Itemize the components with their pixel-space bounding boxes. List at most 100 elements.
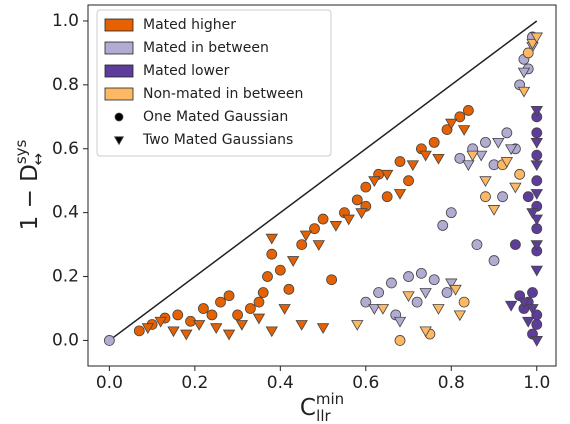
x-tick-label: 0.4 [267,373,294,393]
point [141,323,155,334]
y-tick-label: 0.8 [52,75,79,95]
point [415,267,427,279]
y-tick-label: 0.4 [52,203,79,223]
point [530,265,543,277]
point [386,277,397,289]
point [278,304,291,315]
point [295,320,308,331]
point [531,149,543,161]
point [419,288,432,299]
point [530,106,543,117]
point [526,304,539,315]
point [317,213,329,225]
point [428,274,440,286]
point [232,309,243,321]
point [492,137,505,149]
point [441,124,453,135]
diagonal-line [108,20,538,342]
point [517,297,531,309]
point [526,38,539,50]
point [257,287,269,298]
point [283,283,295,295]
point [466,150,479,162]
legend-marker [113,136,125,146]
point [522,47,534,59]
point [403,175,414,187]
x-axis-label: Cmin llr [300,390,344,424]
point [517,86,531,98]
point [504,300,518,312]
point [471,239,483,251]
point [530,137,543,149]
point [488,255,500,266]
point [312,240,325,251]
point [253,296,265,308]
point [497,191,508,203]
point [360,296,372,308]
point [342,214,355,226]
x-tick-label: 1.0 [523,373,550,393]
point [441,287,453,298]
x-tick-label: 0.2 [181,373,208,393]
point [393,316,407,328]
y-axis-label: 1 − Dsys↔ [12,139,47,230]
point [167,326,180,338]
point [394,335,406,346]
x-label-sup: min [316,390,344,408]
point [445,118,458,130]
point [403,271,414,282]
legend-swatch [104,18,134,32]
x-label-base: C [300,395,316,421]
point [215,296,226,308]
point [530,214,543,226]
x-tick-label: 0.6 [352,373,379,393]
point [453,310,467,322]
point [432,304,445,315]
point [262,271,273,282]
point [222,329,236,341]
point [514,168,526,180]
point [454,111,466,123]
point [265,326,278,338]
point [449,284,462,296]
point [457,125,471,136]
point [223,290,235,302]
point [235,320,249,331]
point [487,205,501,216]
point [522,191,534,203]
point [526,208,539,219]
point [530,240,543,251]
point [368,304,381,315]
y-label-sub: ↔ [29,153,47,166]
point [381,191,393,203]
point [266,248,278,260]
y-tick-label: 0.2 [52,267,79,287]
point [326,274,338,286]
x-tick-label: 0.0 [96,373,123,393]
point [299,230,313,242]
point [530,189,543,200]
point [531,175,543,187]
point [428,136,440,148]
point [527,287,538,298]
point [509,239,521,251]
legend-label: Mated lower [143,63,230,79]
point [360,181,372,193]
points [103,31,543,347]
legend-label: Mated higher [143,17,236,33]
point [419,326,432,338]
point [530,336,543,347]
point [480,191,491,203]
point [154,316,167,328]
point [192,320,206,331]
y-label-base: 1 − D [17,164,43,230]
point [432,153,445,165]
point [265,233,278,245]
point [351,320,364,331]
point [402,291,415,303]
point [329,221,343,232]
legend: Mated higher Mated in between Mated lower N… [96,9,332,157]
point [197,303,209,314]
point [103,335,115,346]
